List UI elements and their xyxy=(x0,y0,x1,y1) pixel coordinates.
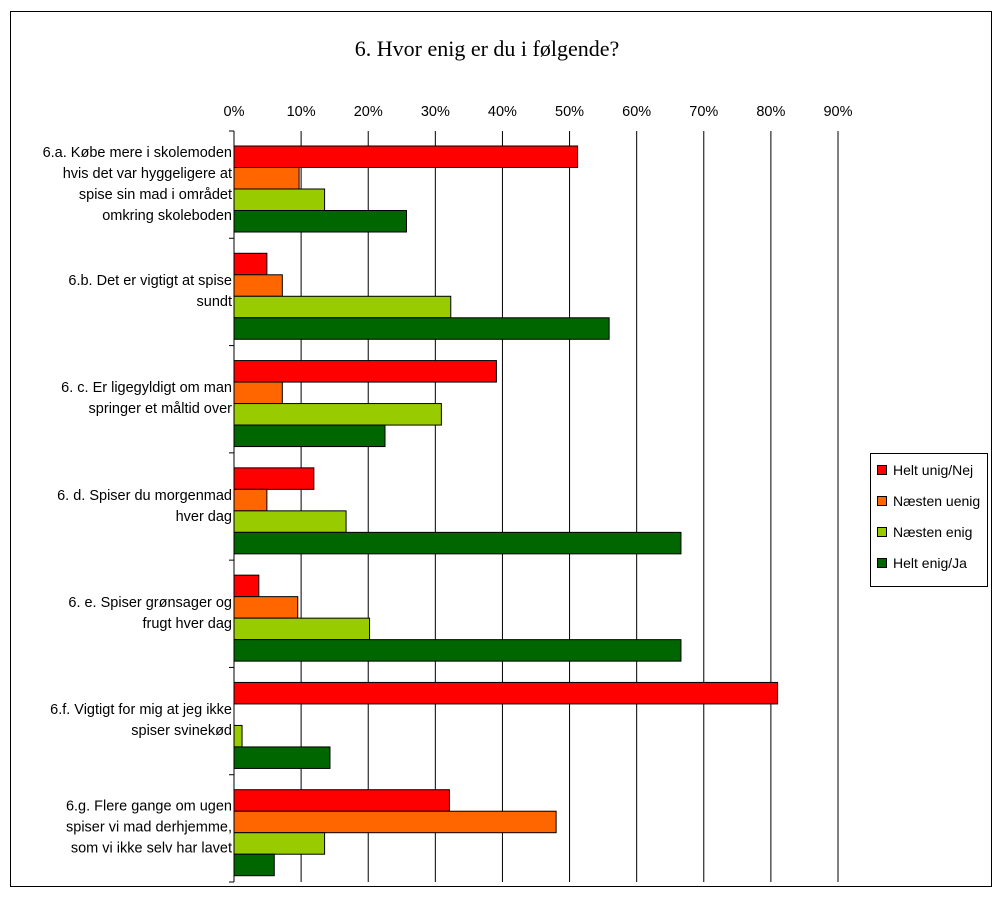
bar xyxy=(233,317,610,340)
legend-item: Næsten uenig xyxy=(877,491,980,511)
legend-swatch xyxy=(877,496,887,506)
x-tick-label: 30% xyxy=(421,104,450,120)
legend-label: Næsten enig xyxy=(893,524,973,540)
x-tick-label: 60% xyxy=(622,104,651,120)
bars xyxy=(233,145,779,877)
bar xyxy=(233,810,557,834)
bar xyxy=(233,210,407,233)
category-label-line: spiser svinekød xyxy=(131,723,232,740)
legend: Helt unig/Nej Næsten uenig Næsten enig Helt… xyxy=(870,453,988,587)
category-label: 6.a. Købe mere i skolemoden hvis det var … xyxy=(2,143,232,227)
category-label-line: frugt hver dag xyxy=(142,615,232,632)
bar xyxy=(233,832,326,855)
bar xyxy=(233,188,326,211)
x-tick-label: 40% xyxy=(488,104,517,120)
category-label-line: omkring skoleboden xyxy=(102,207,232,224)
bar xyxy=(233,531,682,555)
x-tick-label: 20% xyxy=(354,104,383,120)
bar xyxy=(233,681,779,705)
bar xyxy=(233,596,299,619)
x-tick-label: 80% xyxy=(756,104,785,120)
bar xyxy=(233,360,497,383)
category-label-line: 6.f. Vigtigt for mig at jeg ikke xyxy=(50,702,232,719)
legend-label: Næsten uenig xyxy=(893,493,981,509)
chart-title: 6. Hvor enig er du i følgende? xyxy=(355,36,620,61)
category-label-line: hvis det var hyggeligere at xyxy=(62,165,232,182)
bar xyxy=(233,167,300,190)
category-label-line: 6. e. Spiser grønsager og xyxy=(68,594,232,611)
bar xyxy=(233,510,347,533)
x-tick-label: 70% xyxy=(689,104,718,120)
bar xyxy=(233,403,442,426)
bar xyxy=(233,381,283,405)
x-tick-label: 90% xyxy=(823,104,852,120)
category-label: 6.g. Flere gange om ugen spiser vi mad de… xyxy=(2,797,232,860)
category-label-line: som vi ikke selv har lavet xyxy=(70,840,232,857)
category-label: 6.f. Vigtigt for mig at jeg ikke spiser s… xyxy=(2,700,232,742)
bar xyxy=(233,295,452,319)
legend-item: Næsten enig xyxy=(877,522,972,542)
x-tick-label: 50% xyxy=(555,104,584,120)
category-label-line: springer et måltid over xyxy=(88,401,232,418)
bar xyxy=(233,424,386,448)
legend-label: Helt enig/Ja xyxy=(893,555,967,571)
bar xyxy=(233,574,260,598)
category-label-line: spiser vi mad derhjemme, xyxy=(66,819,232,836)
category-label: 6. d. Spiser du morgenmad hver dag xyxy=(2,486,232,528)
category-label-line: 6.g. Flere gange om ugen xyxy=(65,798,232,815)
category-label: 6.b. Det er vigtigt at spise sundt xyxy=(2,271,232,313)
legend-swatch xyxy=(877,558,887,568)
bar xyxy=(233,617,371,641)
category-label: 6. c. Er ligegyldigt om man springer et m… xyxy=(2,378,232,420)
category-label: 6. e. Spiser grønsager og frugt hver dag xyxy=(2,593,232,635)
category-label-line: 6. c. Er ligegyldigt om man xyxy=(61,380,232,397)
bar xyxy=(233,724,243,748)
x-tick-label: 0% xyxy=(224,104,245,120)
bar xyxy=(233,274,283,297)
category-label-line: sundt xyxy=(196,293,232,310)
bar xyxy=(233,853,275,877)
category-label-line: spise sin mad i området xyxy=(78,186,232,203)
bar xyxy=(233,488,268,512)
bar xyxy=(233,252,268,276)
category-label-line: hver dag xyxy=(175,508,232,525)
bar xyxy=(233,145,579,168)
legend-item: Helt unig/Nej xyxy=(877,460,973,480)
bar xyxy=(233,789,450,812)
legend-label: Helt unig/Nej xyxy=(893,462,974,478)
category-label-line: 6.a. Købe mere i skolemoden xyxy=(42,144,232,161)
legend-swatch xyxy=(877,465,887,475)
axes xyxy=(229,130,235,883)
x-axis-tick-labels: 0% 10% 20% 30% 40% 50% 60% 70% 80% 90% xyxy=(224,104,853,120)
category-label-line: 6. d. Spiser du morgenmad xyxy=(57,487,232,504)
category-label-line: 6.b. Det er vigtigt at spise xyxy=(68,272,232,289)
grid-lines xyxy=(300,131,839,882)
legend-item: Helt enig/Ja xyxy=(877,553,967,573)
x-tick-label: 10% xyxy=(287,104,316,120)
bar xyxy=(233,639,682,662)
legend-swatch xyxy=(877,527,887,537)
bar xyxy=(233,746,331,769)
bar xyxy=(233,467,315,490)
